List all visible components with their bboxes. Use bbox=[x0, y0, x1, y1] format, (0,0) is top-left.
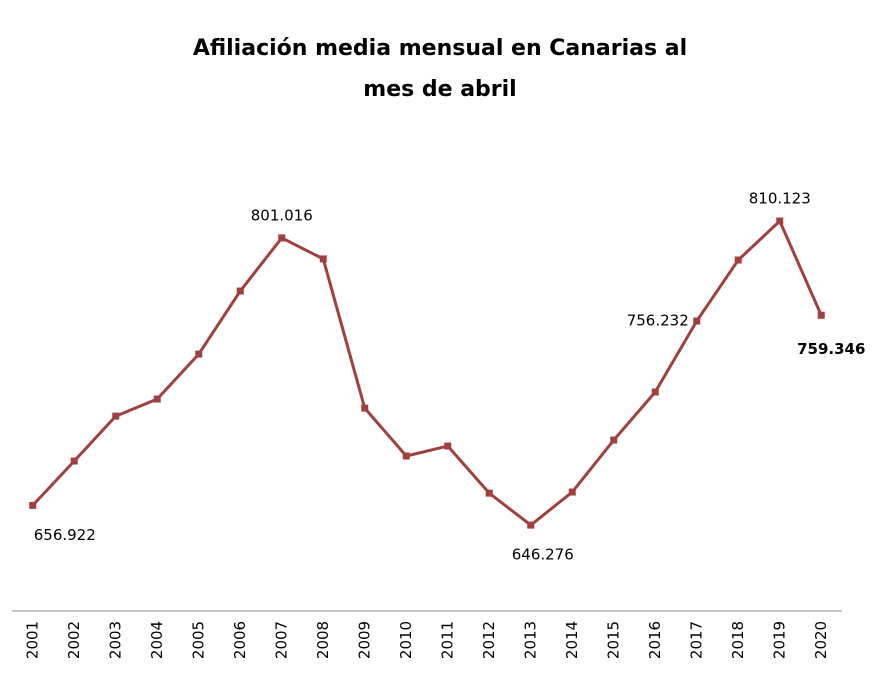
data-label: 759.346 bbox=[797, 340, 865, 358]
point-marker bbox=[402, 452, 410, 460]
data-label: 656.922 bbox=[34, 526, 96, 544]
x-tick-label: 2016 bbox=[646, 621, 664, 659]
point-marker bbox=[610, 436, 618, 444]
x-tick-label: 2010 bbox=[397, 621, 415, 659]
point-marker bbox=[236, 287, 244, 295]
x-tick-label: 2005 bbox=[189, 621, 207, 659]
chart-title: Afiliación media mensual en Canarias al … bbox=[192, 36, 688, 102]
data-label: 810.123 bbox=[749, 190, 811, 208]
x-tick-label: 2001 bbox=[23, 621, 41, 659]
data-label: 801.016 bbox=[251, 206, 313, 224]
point-marker bbox=[153, 395, 161, 403]
x-tick-label: 2002 bbox=[65, 621, 83, 659]
x-tick-label: 2018 bbox=[729, 621, 747, 659]
point-marker bbox=[693, 317, 701, 325]
x-tick-label: 2015 bbox=[604, 621, 622, 659]
x-tick-label: 2012 bbox=[480, 621, 498, 659]
point-marker bbox=[195, 350, 203, 358]
x-tick-label: 2008 bbox=[314, 621, 332, 659]
point-marker bbox=[278, 234, 286, 242]
point-marker bbox=[444, 442, 452, 450]
point-marker bbox=[319, 255, 327, 263]
point-marker bbox=[734, 256, 742, 264]
x-tick-label: 2014 bbox=[563, 621, 581, 659]
x-tick-label: 2011 bbox=[438, 621, 456, 659]
series-line bbox=[31, 218, 823, 528]
point-marker bbox=[112, 412, 120, 420]
x-tick-label: 2004 bbox=[148, 621, 166, 659]
x-tick-label: 2013 bbox=[521, 621, 539, 659]
x-tick-label: 2006 bbox=[231, 621, 249, 659]
point-marker bbox=[70, 457, 78, 465]
x-tick-label: 2019 bbox=[770, 621, 788, 659]
data-label: 756.232 bbox=[627, 312, 689, 330]
point-marker bbox=[651, 388, 659, 396]
data-label: 646.276 bbox=[512, 546, 574, 564]
point-marker bbox=[29, 501, 37, 509]
x-tick-label: 2020 bbox=[812, 621, 830, 659]
x-tick-label: 2017 bbox=[687, 621, 705, 659]
x-tick-label: 2003 bbox=[106, 621, 124, 659]
x-tick-label: 2009 bbox=[355, 621, 373, 659]
point-marker bbox=[817, 311, 825, 319]
point-marker bbox=[527, 521, 535, 529]
point-marker bbox=[361, 404, 369, 412]
point-marker bbox=[776, 217, 784, 225]
x-tick-label: 2007 bbox=[272, 621, 290, 659]
point-marker bbox=[568, 488, 576, 496]
point-marker bbox=[485, 489, 493, 497]
